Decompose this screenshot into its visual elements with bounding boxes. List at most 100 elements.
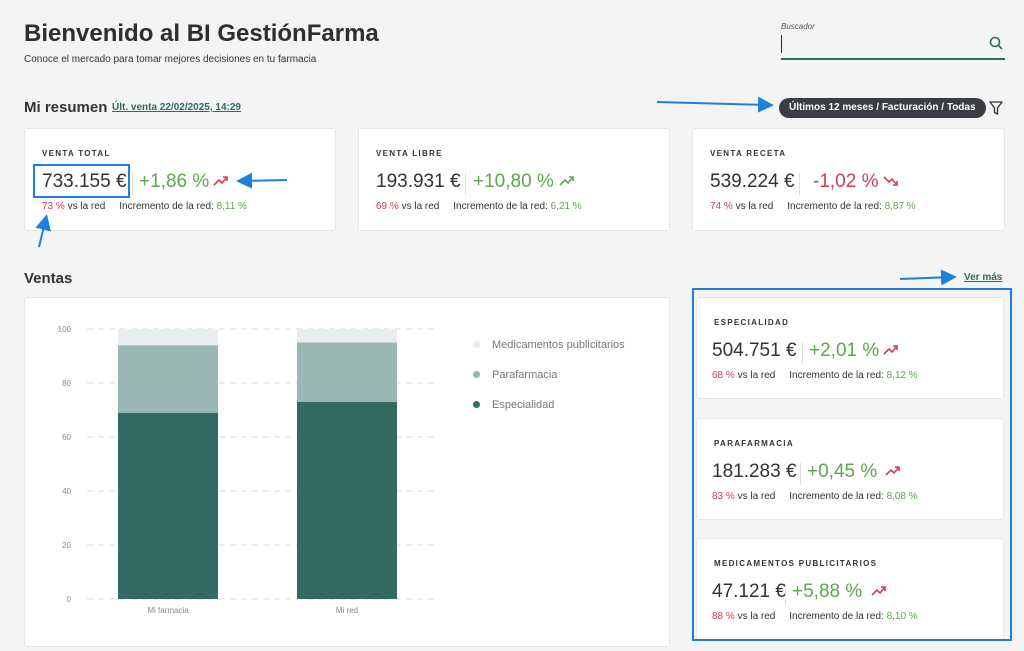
red-increment-value: 8,10 % xyxy=(886,611,918,622)
card-footer: 68 % vs la red Incremento de la red: 8,1… xyxy=(712,370,918,381)
page-title: Bienvenido al BI GestiónFarma xyxy=(24,20,379,47)
ventas-chart: 0 20 40 60 80 100 Mi farmacia Mi red xyxy=(58,325,437,615)
ventas-title: Ventas xyxy=(24,270,73,287)
last-sale-link[interactable]: Últ. venta 22/02/2025, 14:29 xyxy=(112,102,241,113)
trend-up-icon xyxy=(871,586,886,596)
summary-card-venta-receta[interactable]: VENTA RECETA 539.224 € -1,02 % 74 % vs l… xyxy=(692,128,1005,231)
red-increment-value: 6,21 % xyxy=(550,201,582,212)
red-increment-label: Incremento de la red: xyxy=(787,201,882,212)
share-value: 74 % xyxy=(710,201,733,212)
arrow-to-trend xyxy=(236,172,288,189)
summary-card-venta-libre[interactable]: VENTA LIBRE 193.931 € +10,80 % 69 % vs l… xyxy=(358,128,670,231)
card-value: 504.751 € xyxy=(712,340,797,361)
legend-label: Medicamentos publicitarios xyxy=(492,339,625,351)
red-increment-label: Incremento de la red: xyxy=(789,491,884,502)
annotation-box-side-cards xyxy=(692,288,1012,641)
side-card-especialidad[interactable]: ESPECIALIDAD 504.751 € +2,01 % 68 % vs l… xyxy=(696,297,1004,399)
share-value: 88 % xyxy=(712,611,735,622)
legend-label: Especialidad xyxy=(492,399,555,411)
legend-swatch xyxy=(473,371,480,378)
card-percentage: -1,02 % xyxy=(813,171,879,192)
trend-up-icon xyxy=(213,176,228,186)
card-value: 539.224 € xyxy=(710,171,795,192)
y-tick-label: 20 xyxy=(62,541,71,550)
ver-mas-link[interactable]: Ver más xyxy=(964,272,1003,283)
resumen-title: Mi resumen xyxy=(24,99,108,116)
arrow-to-share xyxy=(35,214,51,248)
card-percentage: +5,88 % xyxy=(792,581,863,602)
card-percentage: +10,80 % xyxy=(473,171,554,192)
trend-up-icon xyxy=(885,466,900,476)
y-tick-label: 40 xyxy=(62,487,71,496)
filter-pill[interactable]: Últimos 12 meses / Facturación / Todas xyxy=(779,98,986,118)
share-value: 73 % xyxy=(42,201,65,212)
card-value: 47.121 € xyxy=(712,581,786,602)
y-tick-label: 80 xyxy=(62,379,71,388)
legend-item[interactable]: Parafarmacia xyxy=(473,368,625,398)
red-increment-value: 8,12 % xyxy=(886,370,918,381)
red-increment-value: 8,11 % xyxy=(216,201,247,212)
red-increment-label: Incremento de la red: xyxy=(789,370,884,381)
card-percentage: +2,01 % xyxy=(809,340,880,361)
search-label: Buscador xyxy=(781,22,815,31)
card-value: 193.931 € xyxy=(376,171,461,192)
card-value: 181.283 € xyxy=(712,461,797,482)
card-footer: 69 % vs la red Incremento de la red: 6,2… xyxy=(376,201,582,212)
card-footer: 74 % vs la red Incremento de la red: 8,8… xyxy=(710,201,916,212)
bar-segment xyxy=(118,329,218,346)
arrow-to-filter xyxy=(656,96,774,113)
share-label: vs la red xyxy=(737,370,776,381)
x-tick-label: Mi farmacia xyxy=(147,606,189,615)
share-value: 69 % xyxy=(376,201,399,212)
card-label: VENTA LIBRE xyxy=(376,149,443,158)
chart-legend: Medicamentos publicitarios Parafarmacia … xyxy=(473,338,625,428)
search-input[interactable] xyxy=(781,35,981,53)
red-increment-label: Incremento de la red: xyxy=(789,611,884,622)
card-divider xyxy=(800,463,801,485)
y-tick-label: 0 xyxy=(67,595,72,604)
card-divider xyxy=(799,173,800,195)
red-increment-value: 8,08 % xyxy=(886,491,918,502)
legend-item[interactable]: Medicamentos publicitarios xyxy=(473,338,625,368)
share-label: vs la red xyxy=(737,491,776,502)
share-label: vs la red xyxy=(67,201,106,212)
card-divider xyxy=(802,342,803,364)
search-box: Buscador xyxy=(781,22,1005,60)
card-percentage: +0,45 % xyxy=(807,461,878,482)
trend-up-icon xyxy=(559,176,574,186)
side-card-parafarmacia[interactable]: PARAFARMACIA 181.283 € +0,45 % 83 % vs l… xyxy=(696,418,1004,520)
share-value: 83 % xyxy=(712,491,735,502)
bar-segment xyxy=(118,412,218,599)
red-increment-label: Incremento de la red: xyxy=(119,201,214,212)
card-label: ESPECIALIDAD xyxy=(714,318,790,327)
bar-segment xyxy=(297,401,397,599)
card-divider xyxy=(465,173,466,195)
legend-label: Parafarmacia xyxy=(492,369,558,381)
annotation-box-venta-total xyxy=(33,164,130,198)
legend-swatch xyxy=(473,341,480,348)
trend-up-icon xyxy=(883,345,898,355)
y-tick-label: 60 xyxy=(62,433,71,442)
red-increment-label: Incremento de la red: xyxy=(453,201,548,212)
legend-swatch xyxy=(473,401,480,408)
bar-segment xyxy=(118,345,218,413)
card-divider xyxy=(132,173,133,195)
share-value: 68 % xyxy=(712,370,735,381)
summary-card-venta-total[interactable]: VENTA TOTAL 733.155 € +1,86 % 73 % vs la… xyxy=(24,128,336,231)
search-icon[interactable] xyxy=(989,36,1003,50)
side-card-medicamentos-publicitarios[interactable]: MEDICAMENTOS PUBLICITARIOS 47.121 € +5,8… xyxy=(696,538,1004,640)
card-value: 733.155 € xyxy=(42,171,127,192)
card-label: MEDICAMENTOS PUBLICITARIOS xyxy=(714,559,878,568)
bar-segment xyxy=(297,329,397,343)
share-label: vs la red xyxy=(401,201,440,212)
card-footer: 88 % vs la red Incremento de la red: 8,1… xyxy=(712,611,918,622)
trend-down-icon xyxy=(883,176,898,186)
card-label: PARAFARMACIA xyxy=(714,439,794,448)
funnel-icon[interactable] xyxy=(989,100,1003,116)
card-label: VENTA TOTAL xyxy=(42,149,111,158)
share-label: vs la red xyxy=(737,611,776,622)
page-subtitle: Conoce el mercado para tomar mejores dec… xyxy=(24,54,317,65)
legend-item[interactable]: Especialidad xyxy=(473,398,625,428)
arrow-to-ver-mas xyxy=(899,269,957,286)
card-footer: 73 % vs la red Incremento de la red: 8,1… xyxy=(42,201,247,212)
